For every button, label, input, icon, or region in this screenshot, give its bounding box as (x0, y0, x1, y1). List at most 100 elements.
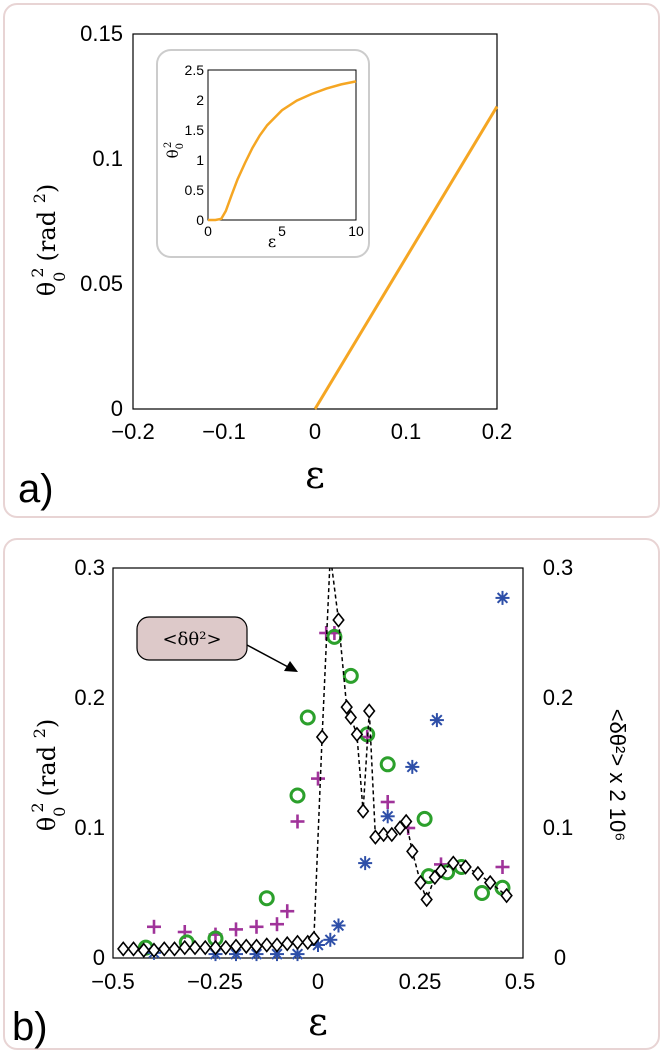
callout-arrowhead (284, 661, 298, 672)
b-series-3-point-16 (281, 935, 294, 952)
callout: <δθ²> (136, 616, 298, 672)
b-series-3-point-39 (459, 859, 472, 875)
b-xtick-3: 0 (312, 969, 324, 994)
b-series-1-point-7 (342, 667, 359, 684)
a-ylabel-sub: 0 (50, 272, 69, 282)
a-fit-line (313, 105, 499, 410)
a-ylabel-unit: (rad (33, 203, 61, 261)
i-ytick-1: 0 (196, 212, 204, 228)
b-ytick-r-1: 0 (554, 945, 566, 970)
a-ytick-2: 0.05 (80, 271, 123, 296)
b-series-3-point-1 (127, 941, 140, 957)
a-ylabel: θ02(rad 2) (28, 184, 69, 297)
b-series-0-point-4 (249, 919, 264, 934)
b-series-0-point-12 (380, 795, 395, 809)
b-series-2-point-9-d2 (359, 857, 371, 869)
a-ytick-1: 0 (111, 396, 123, 421)
b-series-2-point-8 (331, 918, 346, 933)
b-series-3-point-7 (188, 939, 202, 956)
b-xtick-5: 0.5 (505, 969, 536, 994)
b-series-3-point-2 (137, 942, 150, 958)
b-series-2-point-12-d2 (431, 714, 443, 726)
a-ylabel-sup: 2 (28, 267, 47, 277)
b-xlabel: ε (308, 1000, 328, 1044)
i-ytick-5: 2 (196, 92, 204, 108)
panel-a-inset: 0 5 10 0 0.5 1 1.5 2 2.5 ε θ02 (156, 49, 370, 258)
b-series-3-point-9 (209, 939, 222, 956)
callout-label: <δθ²> (162, 629, 221, 650)
b-ytick-3: 0.2 (74, 685, 105, 710)
panel-b-y-ticks: 0 0.1 0.2 0.3 (74, 555, 105, 970)
b-series-3-point-24 (344, 709, 358, 726)
b-ytick-r-4: 0.3 (543, 555, 574, 580)
a-xtick-5: 0.2 (482, 419, 513, 444)
b-series-3-point-41 (483, 874, 497, 891)
a-ytick-3: 0.1 (92, 146, 123, 171)
b-series-2-point-9 (358, 856, 373, 871)
b-series-3-point-40 (471, 865, 485, 882)
b-panel-label: b) (12, 1005, 48, 1049)
svg-text:θ02(rad 2): θ02(rad 2) (28, 184, 69, 297)
b-ylabel-sup: 2 (28, 802, 47, 812)
b-series-3-point-33 (406, 843, 419, 860)
a-xtick-2: −0.1 (202, 419, 245, 444)
b-series-2-point-12 (429, 713, 444, 728)
b-series-3-point-32 (399, 813, 413, 830)
b-series-3-point-25 (350, 726, 364, 743)
b-ytick-r-3: 0.2 (543, 685, 574, 710)
variance-dashed-line (123, 568, 508, 951)
b-series-0-point-7 (290, 814, 305, 829)
b-series-3-point-20 (315, 729, 329, 745)
a-ylabel-theta: θ (33, 282, 61, 296)
b-ylabel: θ02(rad 2) (28, 719, 69, 832)
i-ylabel: θ02 (163, 142, 186, 159)
b-series-1-point-9 (379, 756, 396, 773)
b-series-2-point-13 (495, 590, 510, 605)
a-xlabel: ε (305, 453, 325, 497)
b-series-3-point-42 (500, 887, 513, 904)
i-ytick-2: 0.5 (185, 182, 205, 198)
b-series-1-point-4 (289, 787, 306, 804)
b-series-2-point-11-d2 (406, 761, 418, 773)
b-series-0-point-0 (147, 919, 161, 934)
b-series-2-point-7-d2 (324, 934, 336, 946)
b-series-3-point-15 (270, 937, 284, 953)
b-series-3-point-5 (168, 941, 181, 957)
b-series-3-point-22 (332, 612, 345, 628)
b-series-3-point-34 (414, 874, 427, 891)
i-xtick-2: 5 (278, 223, 286, 239)
b-series-2-point-2-d2 (230, 948, 242, 960)
b-xtick-2: −0.25 (187, 969, 243, 994)
b-xtick-1: −0.5 (91, 969, 134, 994)
panel-b-axes-box (112, 567, 524, 959)
panel-a-x-ticks: −0.2 −0.1 0 0.1 0.2 (111, 419, 512, 444)
b-series-3-point-23 (340, 699, 353, 715)
a-xtick-4: 0.1 (391, 419, 422, 444)
b-series-3-point-11 (229, 938, 243, 955)
a-ylabel-unit-sup: 2 (30, 193, 49, 203)
b-series-1-point-6 (326, 628, 343, 645)
panel-a-marks (313, 105, 499, 410)
b-series-3-point-8 (199, 939, 212, 956)
i-xtick-3: 10 (348, 223, 364, 239)
b-series-0-point-8 (311, 771, 325, 786)
b-ylabel-unit-sup: 2 (30, 728, 49, 738)
panel-b-marks (117, 568, 513, 962)
b-series-3-point-12 (240, 938, 253, 955)
b-ylabel-unit: (rad (33, 738, 61, 796)
b-series-2-point-13-d2 (496, 592, 509, 604)
a-ytick-4: 0.15 (80, 21, 123, 46)
b-series-3-point-17 (291, 934, 304, 951)
b-series-0-point-3 (229, 922, 243, 937)
b-ytick-2: 0.1 (74, 815, 105, 840)
i-ytick-3: 1 (196, 152, 204, 168)
b-series-3-point-14 (260, 937, 273, 953)
b-series-3-point-6 (178, 939, 191, 956)
b-series-2-point-5-d2 (291, 948, 304, 960)
b-series-3-point-29 (377, 826, 390, 843)
b-series-2-point-10 (380, 809, 395, 824)
b-series-2-point-4-d2 (271, 948, 283, 960)
a-xtick-3: 0 (309, 419, 321, 444)
callout-arrow-line (246, 644, 291, 669)
